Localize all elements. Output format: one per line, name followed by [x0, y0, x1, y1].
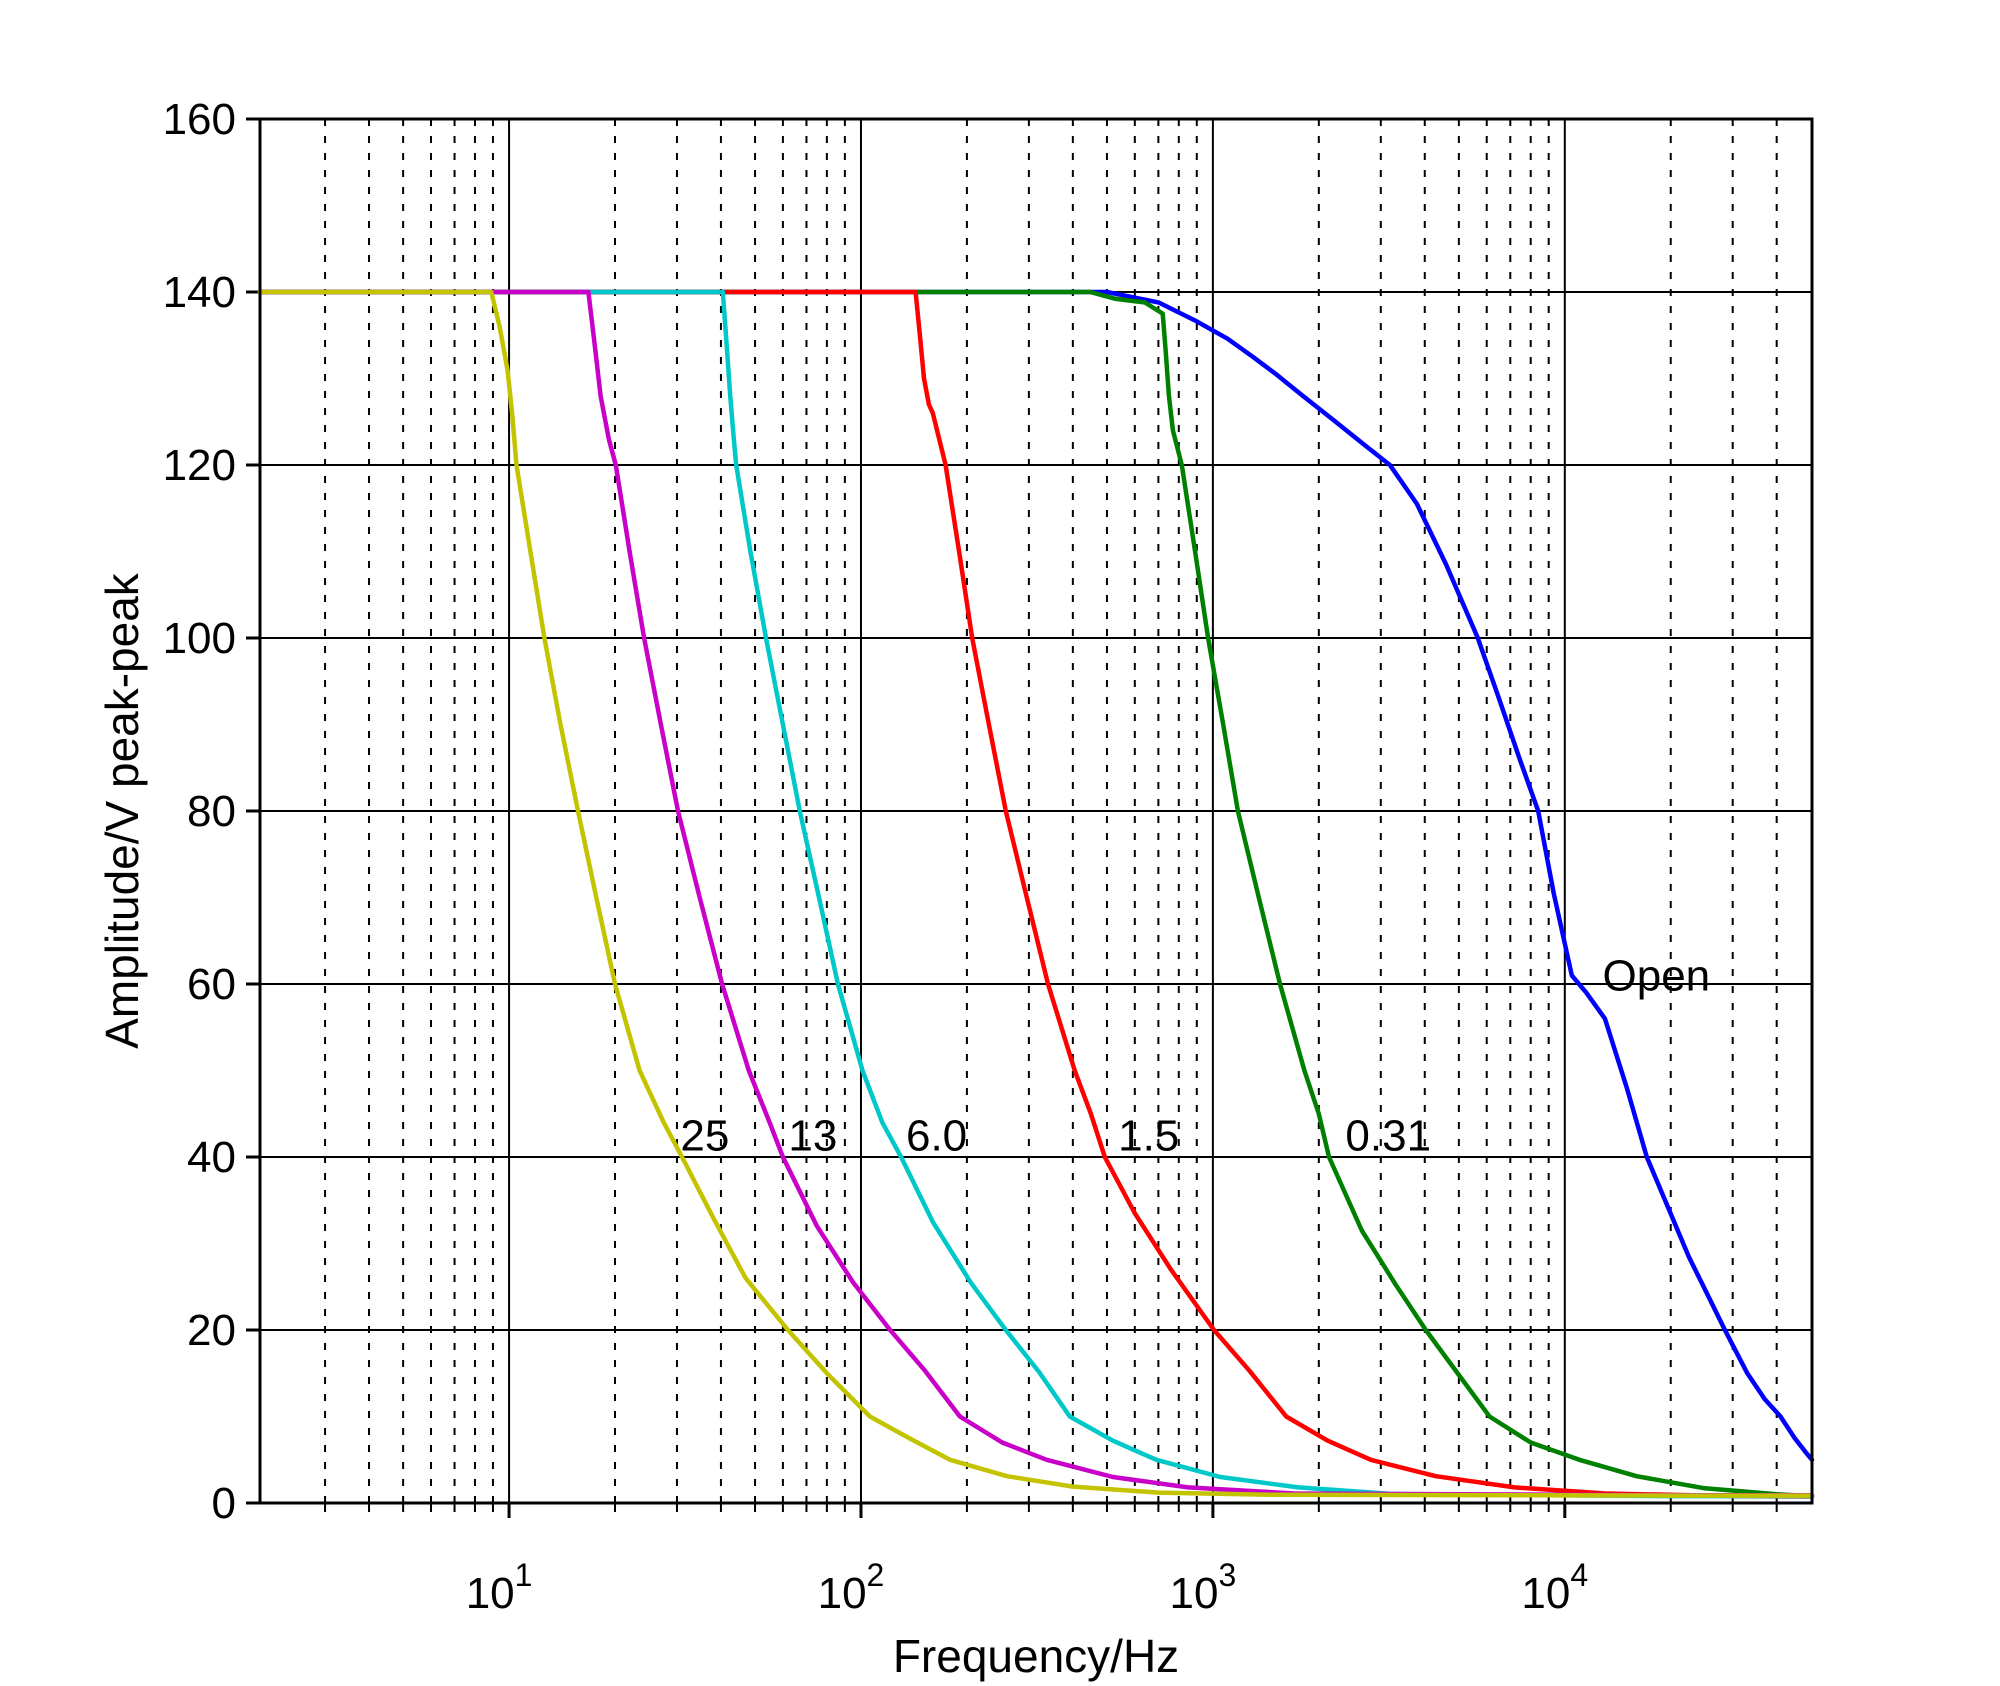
curve-label-13: 13 [788, 1111, 837, 1160]
x-tick-exponent: 2 [867, 1557, 885, 1593]
y-axis-label: Amplitude/V peak-peak [96, 572, 148, 1049]
curve-label-1-5: 1.5 [1118, 1111, 1179, 1160]
curve-label-25: 25 [680, 1111, 729, 1160]
plot-border [258, 117, 1814, 1505]
y-tick-label: 120 [163, 441, 236, 490]
y-tick-label: 20 [187, 1306, 236, 1355]
curve-label-6-0: 6.0 [906, 1111, 967, 1160]
y-tick-label: 160 [163, 95, 236, 144]
curve-6-0 [257, 289, 1815, 1499]
curve-label-open: Open [1603, 951, 1711, 1000]
y-tick-label: 60 [187, 960, 236, 1009]
curve-0-31 [257, 289, 1815, 1499]
curve-13 [257, 289, 1815, 1498]
y-tick-label: 140 [163, 268, 236, 317]
curve-label-0-31: 0.31 [1345, 1111, 1431, 1160]
y-tick-label: 100 [163, 614, 236, 663]
y-tick-label: 80 [187, 787, 236, 836]
x-tick-label: 101 [466, 1557, 533, 1618]
y-tick-label: 0 [212, 1479, 236, 1528]
x-tick-exponent: 3 [1218, 1557, 1236, 1593]
x-tick-exponent: 4 [1570, 1557, 1588, 1593]
x-tick-label: 102 [818, 1557, 885, 1618]
x-tick-exponent: 1 [515, 1557, 533, 1593]
y-tick-label: 40 [187, 1133, 236, 1182]
curve-1-5 [257, 289, 1815, 1499]
curve-open [257, 289, 1815, 1463]
curve-25 [257, 289, 1815, 1498]
x-tick-label: 104 [1521, 1557, 1588, 1618]
x-tick-label: 103 [1170, 1557, 1237, 1618]
x-axis-label: Frequency/Hz [893, 1630, 1179, 1682]
